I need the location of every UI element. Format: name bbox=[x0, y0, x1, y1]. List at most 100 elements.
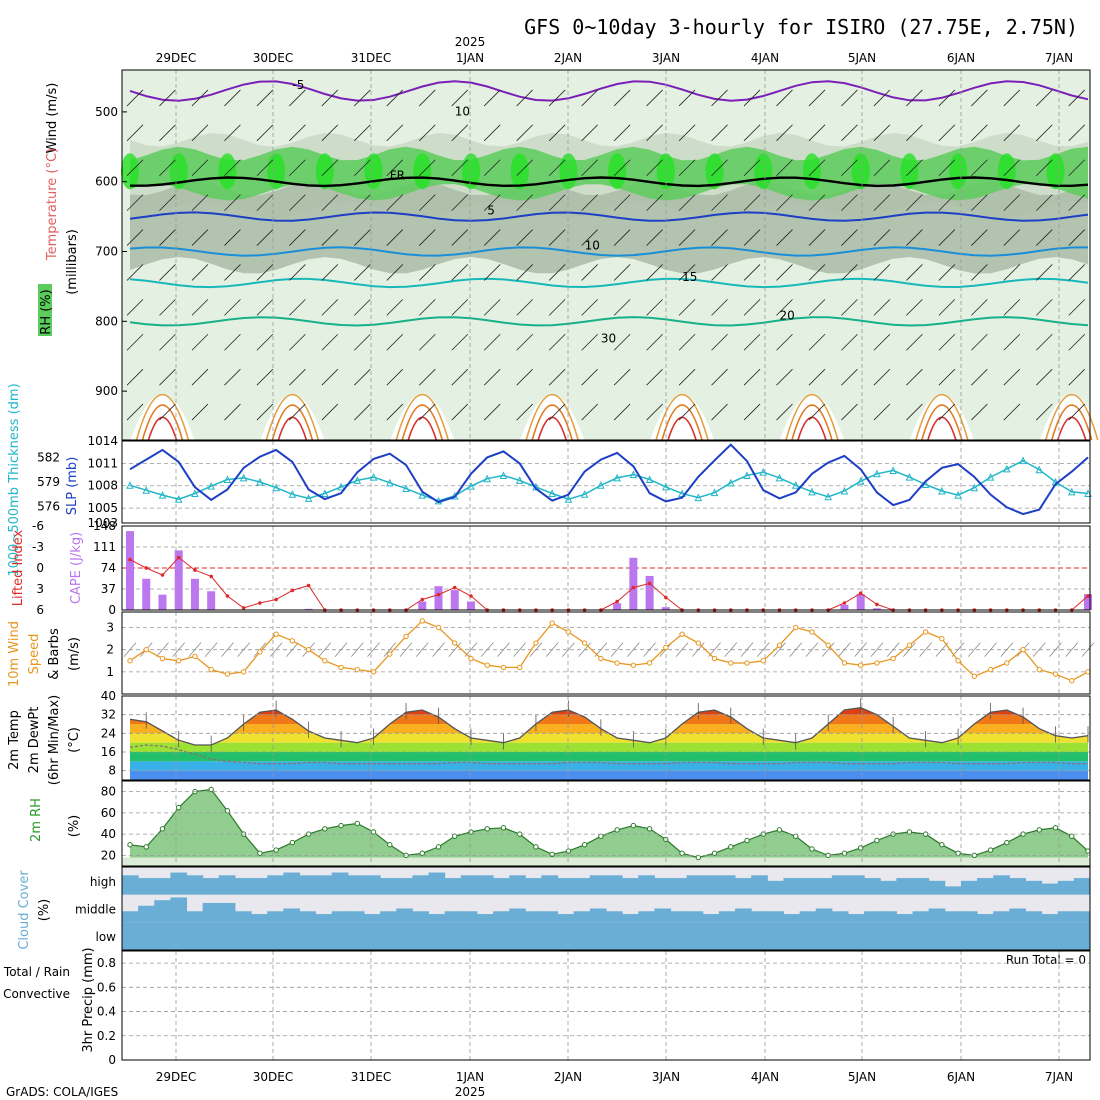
wind-barb bbox=[971, 333, 988, 351]
cape-bar bbox=[207, 591, 216, 610]
thickness-point bbox=[597, 481, 605, 489]
cape-bar bbox=[613, 603, 622, 610]
lifted-index-point bbox=[225, 594, 230, 598]
wind-barb bbox=[418, 124, 436, 142]
wind-barb bbox=[418, 403, 436, 421]
surface-wind-barb bbox=[480, 642, 494, 657]
rh-point bbox=[598, 833, 604, 839]
precip-tick-0.4: 0.4 bbox=[97, 1005, 116, 1019]
rh-point bbox=[500, 825, 507, 831]
wind-barb bbox=[938, 194, 956, 211]
wind-barb bbox=[321, 89, 339, 107]
cloud-bar-low bbox=[364, 922, 381, 950]
cloud-bar-middle bbox=[735, 908, 752, 923]
date-label-bottom-2: 31DEC bbox=[351, 1070, 391, 1084]
rh-point bbox=[257, 850, 263, 856]
cloud-bar-middle bbox=[460, 911, 478, 923]
temp-band-2 bbox=[130, 752, 1088, 762]
cloud-bar-high bbox=[154, 878, 171, 895]
rh-point bbox=[695, 854, 702, 861]
cloud-bar-high bbox=[573, 878, 591, 895]
cloud-bar-high bbox=[396, 878, 413, 895]
thickness-point bbox=[970, 483, 979, 492]
wind-speed-point bbox=[793, 624, 799, 631]
isotherm-label-1: FR bbox=[390, 169, 405, 183]
wind-speed-point bbox=[711, 655, 718, 662]
wind-barb bbox=[808, 299, 826, 316]
wind-barb bbox=[1003, 368, 1021, 386]
wind-speed-point bbox=[614, 660, 620, 666]
wind-barb bbox=[808, 124, 826, 142]
surface-wind-barb bbox=[821, 642, 835, 657]
lifted-index-point bbox=[1086, 594, 1090, 598]
rh-point bbox=[468, 829, 474, 835]
wind-barb bbox=[808, 368, 826, 386]
rh-point bbox=[419, 850, 425, 856]
wind-barb bbox=[776, 124, 793, 142]
rh-point bbox=[614, 827, 620, 833]
pressure-tick-900: 900 bbox=[95, 384, 118, 398]
wind-barb bbox=[613, 124, 631, 142]
wind-barb bbox=[354, 89, 371, 107]
thickness-point bbox=[385, 478, 394, 487]
rh-point bbox=[176, 804, 182, 811]
wind-speed-point bbox=[776, 642, 783, 648]
wind-barb bbox=[646, 333, 663, 351]
label-cloud-units: (%) bbox=[37, 899, 52, 922]
wind-barb bbox=[743, 194, 761, 211]
thickness-point bbox=[564, 495, 573, 503]
rh-point bbox=[143, 844, 149, 850]
cloud-bar-middle bbox=[783, 914, 801, 923]
wind-barb bbox=[126, 229, 144, 246]
wind-barb bbox=[873, 229, 891, 246]
rh-point bbox=[549, 851, 555, 858]
wind-barb bbox=[289, 264, 306, 281]
wind-barb bbox=[841, 124, 858, 142]
wind-barb bbox=[418, 333, 436, 351]
wind-barb bbox=[354, 159, 371, 177]
cloud-bar-middle bbox=[234, 911, 252, 923]
wind-barb bbox=[1003, 299, 1021, 316]
cloud-bar-high bbox=[1057, 880, 1075, 895]
wind-barb bbox=[581, 264, 598, 281]
wind-barb bbox=[743, 124, 761, 142]
date-label-bottom-0: 29DEC bbox=[156, 1070, 196, 1084]
bottom-year-label: 2025 bbox=[455, 1085, 486, 1099]
cloud-bar-low bbox=[234, 922, 252, 950]
cape-bar bbox=[840, 604, 849, 610]
wind-barb bbox=[613, 89, 631, 107]
cloud-bar-low bbox=[1041, 922, 1059, 950]
rh-point bbox=[370, 829, 377, 835]
wind-speed-point bbox=[939, 635, 945, 642]
wind-barb bbox=[711, 124, 728, 142]
cloud-bar-middle bbox=[380, 911, 397, 923]
wind-barb bbox=[711, 159, 728, 177]
thickness-point bbox=[645, 475, 654, 484]
wind-speed-point bbox=[322, 658, 328, 664]
wind-barb bbox=[743, 403, 761, 421]
wind-barb bbox=[841, 194, 858, 211]
cloud-bar-low bbox=[1025, 922, 1043, 950]
wind-barb bbox=[548, 403, 566, 421]
surface-wind-barb bbox=[610, 642, 624, 657]
wind-barb bbox=[841, 368, 858, 386]
wind-barb bbox=[646, 368, 663, 386]
rh-point bbox=[728, 844, 734, 850]
cloud-bar-middle bbox=[928, 908, 946, 923]
thickness-point bbox=[938, 486, 946, 495]
cloud-bar-middle bbox=[299, 911, 317, 923]
rh-band-1 bbox=[130, 181, 1088, 274]
cloud-bar-middle bbox=[251, 914, 268, 923]
cloud-bar-middle bbox=[1073, 911, 1091, 923]
cloud-bar-middle bbox=[670, 911, 688, 923]
cape-bar bbox=[434, 586, 443, 610]
surface-wind-barb bbox=[1065, 642, 1079, 657]
cloud-bar-high bbox=[606, 875, 623, 895]
wind-barb bbox=[386, 403, 404, 421]
wind-speed-point bbox=[159, 655, 166, 662]
cloud-bar-low bbox=[944, 922, 962, 950]
cloud-bar-middle bbox=[541, 911, 559, 923]
cloud-bar-low bbox=[428, 922, 446, 950]
slp-frame bbox=[121, 440, 1091, 524]
